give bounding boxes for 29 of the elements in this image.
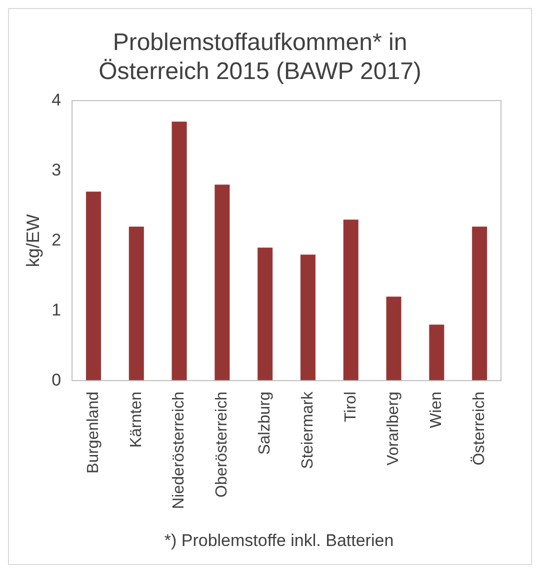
text: Österreich 2015 (BAWP 2017) (98, 58, 422, 85)
y-tick-label: 1 (52, 300, 62, 320)
text: *) Problemstoffe inkl. Batterien (164, 531, 394, 550)
x-tick-label: Oberösterreich (214, 392, 231, 498)
y-tick-label: 4 (52, 90, 62, 110)
x-tick-label: Burgenland (84, 392, 102, 474)
bar (128, 226, 144, 381)
y-tick-label: 3 (52, 160, 62, 180)
bar (429, 324, 444, 381)
bar (214, 184, 230, 381)
x-tick-label: Tirol (342, 392, 360, 422)
text: Problemstoffaufkommen* in (112, 29, 408, 56)
bar (386, 296, 402, 381)
x-tick-label: Salzburg (256, 392, 274, 455)
y-tick-label: 2 (52, 230, 62, 250)
x-tick-label: Wien (428, 392, 446, 428)
x-tick-label: Steiermark (299, 390, 316, 469)
bar (86, 192, 102, 381)
x-tick-label: Niederösterreich (170, 392, 188, 510)
x-tick-label: Österreich (470, 392, 488, 466)
bar (343, 220, 358, 381)
bar (300, 254, 316, 381)
x-tick-label: Kärnten (128, 392, 145, 448)
x-tick-label: Vorarlberg (385, 392, 402, 466)
bar (258, 248, 273, 381)
y-axis-title: kg/EW (22, 214, 43, 268)
bar (172, 122, 187, 381)
y-tick-label: 0 (52, 370, 62, 390)
bar (472, 226, 488, 381)
